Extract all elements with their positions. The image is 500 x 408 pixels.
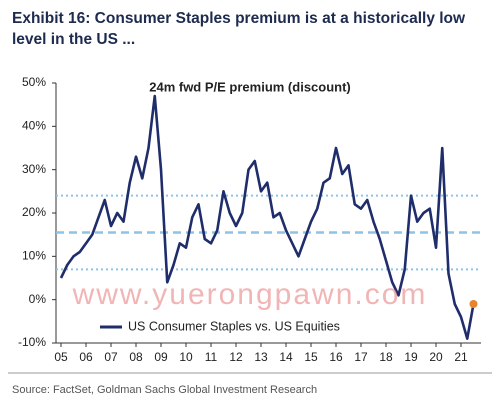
x-tick-label: 10 [179,350,193,364]
y-tick-label: 40% [22,119,46,133]
x-tick-label: 09 [154,350,168,364]
x-tick-label: 16 [329,350,343,364]
chart-title: Exhibit 16: Consumer Staples premium is … [12,10,466,48]
x-tick-label: 13 [254,350,268,364]
y-tick-label: -10% [18,335,46,349]
x-tick-label: 21 [454,350,468,364]
x-tick-label: 12 [229,350,243,364]
last-point [469,300,478,308]
y-tick-label: 50% [22,75,46,89]
x-tick-label: 18 [379,350,393,364]
x-tick-label: 07 [104,350,118,364]
y-tick-label: 20% [22,205,46,219]
x-tick-label: 08 [129,350,143,364]
chart-subtitle: 24m fwd P/E premium (discount) [149,79,351,94]
x-tick-label: 05 [54,350,68,364]
x-tick-label: 20 [429,350,443,364]
watermark: www.yuerongpawn.com [72,278,428,311]
x-tick-label: 11 [205,350,218,364]
x-tick-label: 19 [404,350,418,364]
legend-label: US Consumer Staples vs. US Equities [128,319,340,333]
y-tick-label: 10% [22,249,46,263]
y-tick-label: 0% [29,292,47,306]
x-tick-label: 06 [79,350,93,364]
y-tick-label: 30% [22,162,46,176]
x-tick-label: 17 [354,350,368,364]
x-tick-label: 15 [304,350,318,364]
source: Source: FactSet, Goldman Sachs Global In… [12,384,317,396]
series-line [59,94,475,340]
x-tick-label: 14 [279,350,293,364]
